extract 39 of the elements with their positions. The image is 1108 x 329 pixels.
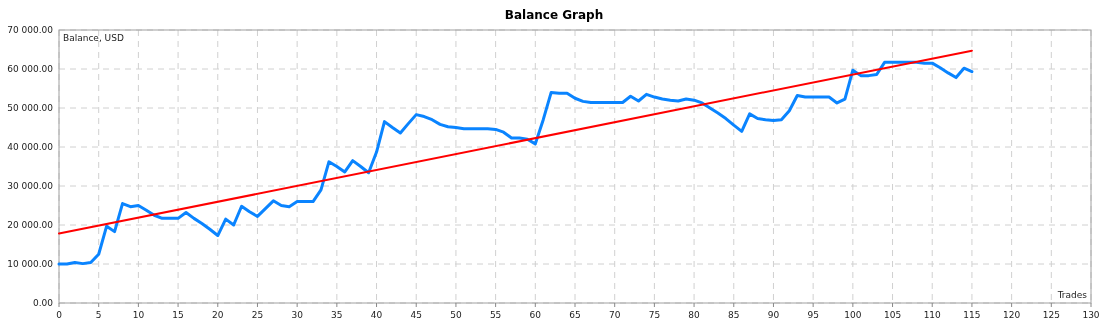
x-tick-label: 85 [728,310,740,320]
y-tick-label: 0.00 [32,298,54,308]
x-tick-label: 40 [370,310,383,320]
x-tick-label: 30 [291,310,304,320]
x-tick-label: 5 [95,310,102,320]
x-tick-label: 0 [56,310,63,320]
x-tick-label: 70 [608,310,621,320]
x-tick-label: 95 [807,310,819,320]
x-tick-label: 15 [172,310,184,320]
chart-title: Balance Graph [504,8,604,22]
x-tick-label: 60 [529,310,542,320]
x-tick-label: 10 [132,310,145,320]
x-tick-label: 65 [569,310,581,320]
x-tick-label: 35 [331,310,343,320]
y-tick-label: 70 000.00 [7,25,54,35]
x-tick-label: 130 [1082,310,1100,320]
line-series [57,60,974,266]
x-tick-label: 50 [450,310,462,320]
x-tick-label: 125 [1042,310,1060,320]
y-tick-label: 10 000.00 [7,259,54,269]
x-tick-label: 105 [883,310,902,320]
y-tick-label: 30 000.00 [7,181,54,191]
x-tick-label: 80 [688,310,701,320]
x-axis-title: Trades [1056,290,1088,300]
x-tick-label: 90 [767,310,780,320]
y-axis-title: Balance, USD [63,33,124,43]
x-tick-label: 55 [489,310,502,320]
y-tick-label: 60 000.00 [7,64,54,74]
x-tick-label: 75 [648,310,661,320]
x-tick-label: 100 [844,310,862,320]
x-tick-label: 120 [1003,310,1021,320]
y-tick-label: 20 000.00 [7,220,54,230]
x-tick-label: 25 [251,310,264,320]
x-tick-label: 45 [410,310,422,320]
x-tick-label: 20 [212,310,224,320]
x-tick-label: 110 [923,310,942,320]
y-tick-label: 50 000.00 [7,103,54,113]
y-tick-label: 40 000.00 [7,142,54,152]
x-tick-label: 115 [963,310,981,320]
